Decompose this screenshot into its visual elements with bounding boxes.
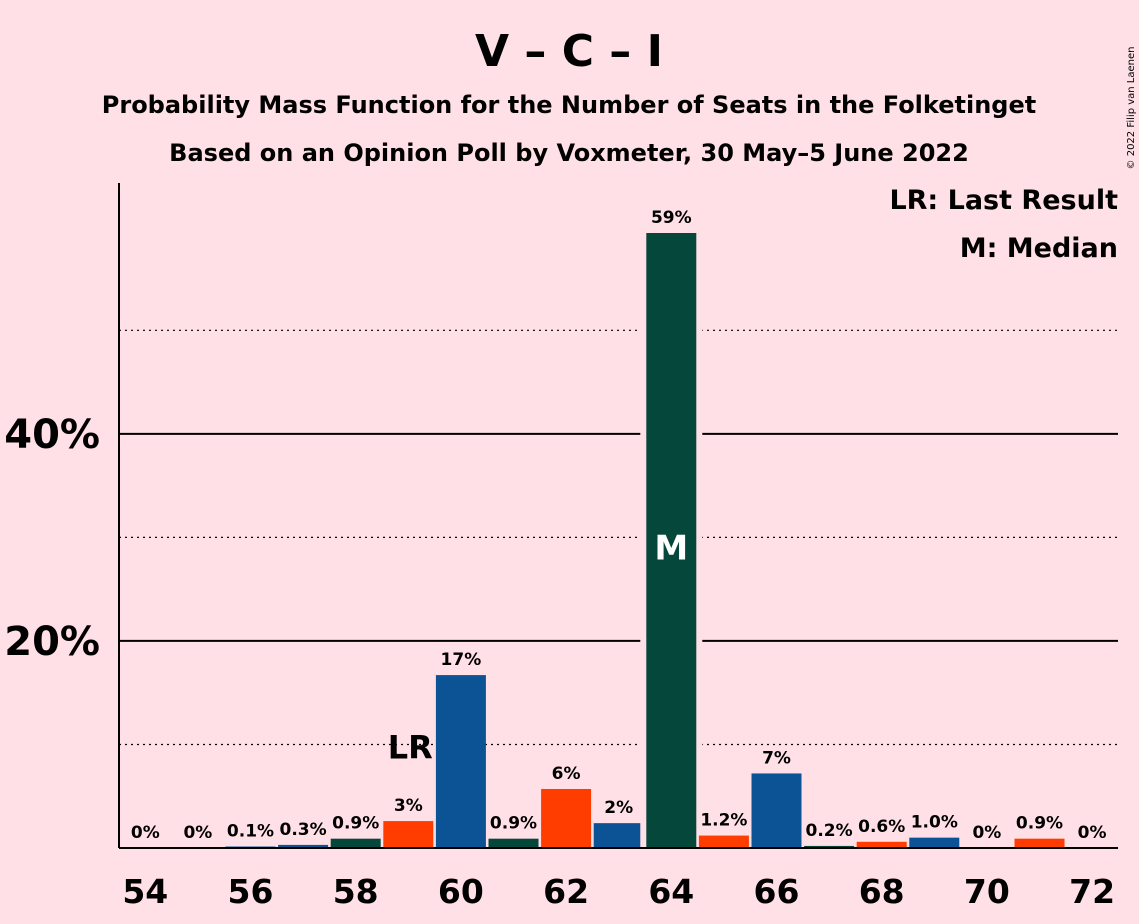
value-label-seats-57: 0.3%	[280, 820, 327, 840]
bars	[225, 230, 1065, 848]
x-tick-label: 54	[122, 872, 168, 911]
value-label-seats-67: 0.2%	[806, 821, 853, 841]
value-label-seats-59: 3%	[394, 796, 423, 816]
copyright-notice: © 2022 Filip van Laenen	[1126, 47, 1137, 170]
bar-seats-64	[646, 233, 697, 848]
axes: 20% 40% 54 56 58 60 62 64 66 68 70 72	[4, 183, 1118, 911]
legend-median: M: Median	[960, 233, 1118, 264]
last-result-marker: LR	[388, 729, 433, 767]
x-tick-label: 72	[1069, 872, 1115, 911]
value-label-seats-70: 0%	[972, 823, 1001, 843]
chart-title: V – C – I	[475, 26, 663, 77]
value-label-seats-54: 0%	[131, 823, 160, 843]
x-tick-label: 66	[754, 872, 800, 911]
value-label-seats-56: 0.1%	[227, 822, 274, 842]
y-tick-label: 20%	[4, 619, 100, 665]
value-label-seats-63: 2%	[604, 798, 633, 818]
y-tick-label: 40%	[4, 412, 100, 458]
value-label-seats-68: 0.6%	[858, 817, 905, 837]
chart-subtitle-2: Based on an Opinion Poll by Voxmeter, 30…	[169, 139, 969, 167]
bar-seats-68	[856, 841, 907, 848]
value-label-seats-66: 7%	[762, 748, 791, 768]
bar-seats-60	[435, 675, 486, 848]
x-tick-label: 56	[228, 872, 274, 911]
value-label-seats-71: 0.9%	[1016, 814, 1063, 834]
value-label-seats-64: 59%	[651, 208, 692, 228]
x-tick-label: 64	[648, 872, 694, 911]
value-label-seats-58: 0.9%	[332, 814, 379, 834]
bar-seats-69	[909, 837, 960, 848]
bar-seats-67	[804, 845, 855, 848]
value-label-seats-55: 0%	[183, 823, 212, 843]
x-tick-label: 58	[333, 872, 379, 911]
x-tick-label: 68	[859, 872, 905, 911]
legend-last-result: LR: Last Result	[889, 185, 1118, 216]
value-label-seats-61: 0.9%	[490, 814, 537, 834]
gridlines	[119, 329, 1118, 746]
value-label-seats-62: 6%	[552, 764, 581, 784]
bar-seats-59	[383, 821, 434, 848]
bar-seats-57	[278, 844, 329, 848]
value-label-seats-72: 0%	[1078, 823, 1107, 843]
value-label-seats-60: 17%	[441, 650, 482, 670]
value-label-seats-69: 1.0%	[911, 813, 958, 833]
x-tick-label: 70	[964, 872, 1010, 911]
bar-seats-66	[751, 773, 802, 848]
value-labels: 0% 0% 0.1% 0.3% 0.9%3%17%0.9%6%2%59%1.2%7%0.…	[131, 208, 1107, 843]
x-tick-label: 62	[543, 872, 589, 911]
bar-seats-71	[1014, 838, 1065, 848]
bar-seats-63	[593, 823, 644, 848]
bar-seats-61	[488, 838, 539, 848]
bar-seats-58	[330, 838, 381, 848]
x-tick-label: 60	[438, 872, 484, 911]
bar-seats-65	[698, 835, 749, 848]
value-label-seats-65: 1.2%	[700, 811, 747, 831]
chart-subtitle-1: Probability Mass Function for the Number…	[102, 91, 1036, 119]
median-marker: M	[654, 529, 688, 569]
bar-seats-62	[541, 788, 592, 848]
